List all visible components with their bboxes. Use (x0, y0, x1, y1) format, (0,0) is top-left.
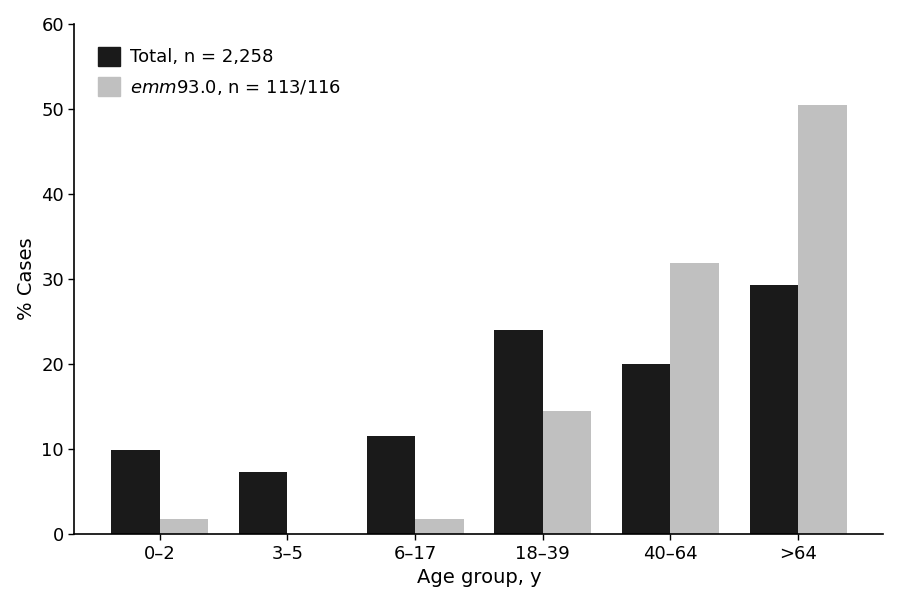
Bar (750, 285, 798, 535)
Bar (798, 105, 847, 535)
Bar (543, 411, 591, 535)
Bar (670, 263, 719, 535)
Y-axis label: % Cases: % Cases (17, 238, 36, 320)
Bar (159, 519, 208, 535)
Bar (415, 519, 464, 535)
Bar (622, 364, 670, 535)
Bar (112, 450, 159, 535)
Bar (494, 330, 543, 535)
Bar (238, 472, 287, 535)
Bar (366, 437, 415, 535)
X-axis label: Age group, y: Age group, y (417, 568, 541, 587)
Legend: Total, n = 2,258, $\it{emm}$93.0, n = 113/116: Total, n = 2,258, $\it{emm}$93.0, n = 11… (84, 33, 356, 111)
